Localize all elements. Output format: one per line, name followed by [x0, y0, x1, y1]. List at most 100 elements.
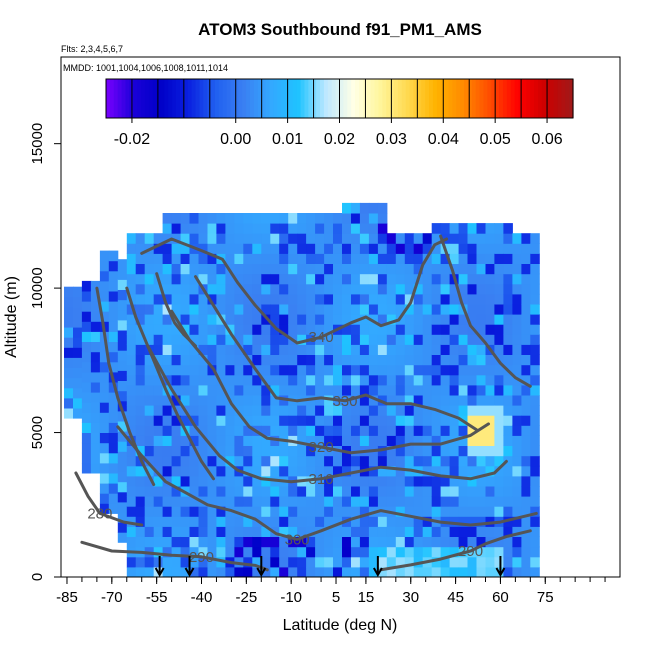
heatmap-cell: [198, 526, 208, 537]
heatmap-cell: [404, 233, 415, 244]
heatmap-cell: [171, 324, 182, 335]
heatmap-cell: [494, 536, 504, 548]
heatmap-cell: [288, 526, 298, 537]
heatmap-cell: [252, 314, 262, 325]
heatmap-cell: [189, 344, 199, 355]
theta-contour-330: [194, 275, 478, 432]
heatmap-cell: [189, 475, 199, 487]
heatmap-cell: [342, 213, 352, 224]
heatmap-cell: [288, 344, 298, 355]
heatmap-cell: [297, 566, 307, 577]
heatmap-cell: [342, 384, 352, 396]
heatmap-cell: [270, 374, 280, 386]
heatmap-cell: [494, 334, 504, 345]
heatmap-cell: [368, 566, 379, 577]
heatmap-cell: [333, 283, 343, 295]
heatmap-cell: [315, 516, 325, 527]
heatmap-cell: [315, 324, 325, 335]
colorbar-swatch: [487, 79, 492, 118]
heatmap-cell: [73, 397, 83, 409]
heatmap-cell: [404, 293, 415, 305]
heatmap-cell: [422, 445, 433, 457]
heatmap-cell: [162, 334, 173, 345]
heatmap-cell: [404, 566, 415, 577]
heatmap-cell: [117, 421, 128, 432]
heatmap-cell: [306, 304, 316, 315]
colorbar-swatch: [456, 79, 461, 118]
heatmap-cell: [117, 360, 128, 371]
heatmap-cell: [144, 435, 155, 446]
heatmap-cell: [342, 354, 352, 366]
heatmap-cell: [386, 263, 397, 275]
heatmap-cell: [377, 253, 388, 264]
heatmap-cell: [521, 233, 531, 244]
heatmap-cell: [521, 374, 531, 386]
heatmap-cell: [126, 384, 137, 396]
heatmap-cell: [225, 384, 235, 396]
colorbar-tick-label: 0.02: [324, 131, 355, 148]
heatmap-cell: [413, 445, 424, 457]
heatmap-cell: [359, 233, 370, 244]
heatmap-cell: [503, 263, 513, 275]
heatmap-cell: [117, 279, 128, 290]
heatmap-cell: [485, 334, 495, 345]
heatmap-cell: [368, 233, 379, 244]
heatmap-cell: [162, 496, 173, 507]
heatmap-cell: [351, 455, 361, 467]
heatmap-cell: [297, 304, 307, 315]
heatmap-cell: [359, 364, 370, 376]
heatmap-cell: [359, 324, 370, 335]
heatmap-cell: [90, 280, 101, 292]
heatmap-cell: [413, 405, 424, 416]
heatmap-cell: [422, 526, 433, 537]
heatmap-cell: [413, 395, 424, 406]
heatmap-cell: [243, 304, 253, 315]
heatmap-cell: [117, 350, 128, 361]
heatmap-cell: [216, 334, 226, 345]
heatmap-cell: [279, 465, 289, 477]
heatmap-cell: [270, 486, 280, 497]
heatmap-cell: [279, 536, 289, 548]
heatmap-cell: [171, 233, 182, 244]
heatmap-cell: [485, 465, 495, 477]
heatmap-cell: [306, 496, 316, 507]
heatmap-cell: [297, 364, 307, 376]
heatmap-cell: [306, 546, 316, 558]
heatmap-cell: [234, 354, 244, 366]
heatmap-cell: [440, 334, 451, 345]
x-tick-label: 30: [402, 589, 419, 606]
heatmap-cell: [117, 289, 128, 301]
heatmap-cell: [243, 273, 253, 285]
heatmap-cell: [180, 395, 191, 406]
heatmap-cell: [207, 374, 217, 386]
heatmap-cell: [324, 213, 334, 224]
heatmap-cell: [458, 384, 469, 396]
heatmap-cell: [108, 351, 119, 363]
heatmap-cell: [243, 506, 253, 517]
heatmap-cell: [494, 526, 504, 537]
heatmap-cell: [252, 283, 262, 295]
heatmap-cell: [377, 283, 388, 295]
heatmap-cell: [467, 273, 477, 285]
heatmap-cell: [386, 293, 397, 305]
heatmap-cell: [189, 556, 199, 568]
heatmap-cell: [99, 422, 110, 433]
heatmap-cell: [162, 273, 173, 285]
heatmap-cell: [512, 304, 522, 315]
heatmap-cell: [126, 233, 137, 244]
heatmap-cell: [189, 506, 199, 517]
heatmap-cell: [494, 374, 504, 386]
heatmap-cell: [216, 273, 226, 285]
heatmap-cell: [431, 556, 442, 568]
heatmap-cell: [261, 253, 271, 264]
heatmap-cell: [297, 506, 307, 517]
heatmap-cell: [225, 486, 235, 497]
heatmap-cell: [225, 344, 235, 355]
heatmap-cell: [279, 293, 289, 305]
heatmap-cell: [288, 213, 298, 224]
heatmap-cell: [342, 293, 352, 305]
heatmap-cell: [351, 223, 361, 234]
heatmap-cell: [261, 354, 271, 366]
heatmap-cell: [144, 253, 155, 264]
heatmap-cell: [99, 412, 110, 423]
